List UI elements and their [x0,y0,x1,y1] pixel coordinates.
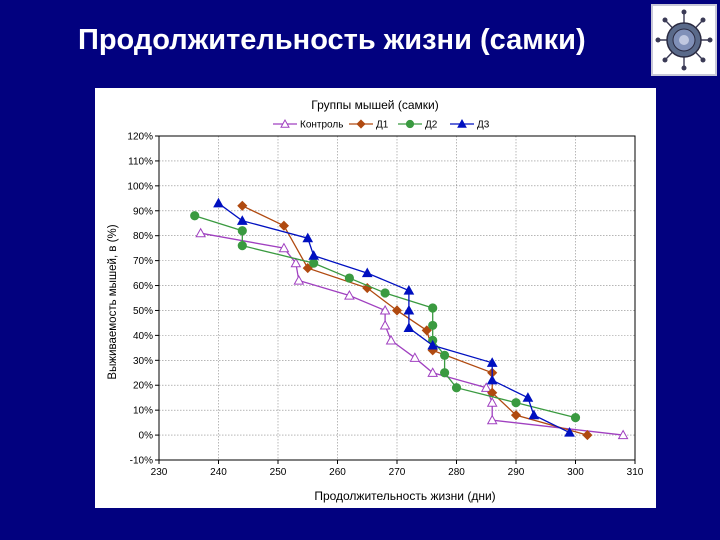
data-point [237,226,247,236]
slide-title: Продолжительность жизни (самки) [78,24,586,56]
data-point [486,414,498,425]
series-2 [237,200,593,441]
data-point [344,273,354,283]
y-tick-label: 20% [133,381,153,392]
y-tick-label: 0% [139,431,154,442]
chart-grid [158,135,636,461]
y-tick-label: 60% [133,281,153,292]
x-tick-label: 230 [151,467,168,478]
x-tick-label: 300 [567,467,584,478]
y-tick-label: 100% [127,181,153,192]
data-point [451,383,462,393]
x-axis-label: Продолжительность жизни (дни) [314,489,495,503]
data-point [511,398,521,408]
y-tick-label: 30% [133,356,153,367]
data-point [428,303,438,313]
data-point [427,367,439,377]
data-point [213,197,224,208]
data-point [480,382,492,392]
data-point [403,304,415,315]
data-point [564,427,575,437]
x-tick-label: 250 [270,467,287,478]
series-1 [195,227,629,440]
legend-swatch-marker [280,118,290,128]
legend-label: Д2 [425,120,438,131]
data-point [403,284,415,295]
data-point [428,320,438,331]
y-tick-label: -10% [130,456,153,467]
y-tick-label: 110% [128,156,153,167]
data-point [278,242,290,253]
legend-label: Контроль [300,120,343,131]
chart-title: Группы мышей (самки) [311,98,438,112]
data-point [190,211,200,221]
data-point [582,430,593,441]
y-tick-label: 90% [133,206,153,217]
legend-item: Д1 [349,119,389,131]
data-point [237,200,248,211]
chart-axes: -10% 0% 10% 20% 30% 40% 50% 60% 70% 80% 90% 100% 110… [127,132,643,479]
legend-swatch-marker [457,118,467,128]
x-tick-label: 240 [210,467,227,478]
data-point [361,267,373,278]
data-point [195,227,206,238]
virus-emblem-icon [651,4,717,76]
chart-series [190,197,629,441]
data-point [379,304,391,315]
data-point [236,215,248,225]
data-point [427,339,439,350]
data-point [528,409,540,420]
legend-label: Д3 [477,120,490,131]
data-point [309,258,319,268]
series-line [200,232,624,436]
data-point [380,288,390,298]
series-line [242,205,588,436]
x-tick-label: 290 [508,467,525,478]
survival-chart: Группы мышей (самки) Контроль Д1 Д2 Д3 -10%… [95,88,656,508]
x-tick-label: 270 [389,467,406,478]
y-tick-label: 10% [133,406,153,417]
data-point [379,319,391,330]
data-point [486,374,498,385]
data-point [486,397,498,407]
series-3 [190,211,581,423]
data-point [522,392,534,402]
data-point [385,334,397,345]
data-point [278,220,290,231]
legend-item: Контроль [273,118,343,131]
chart-legend: Контроль Д1 Д2 Д3 [273,118,490,131]
legend-item: Д3 [450,118,490,131]
legend-swatch-marker [405,119,415,129]
survival-chart-svg: Группы мышей (самки) Контроль Д1 Д2 Д3 -10%… [107,98,644,503]
data-point [439,368,450,378]
data-point [237,241,247,251]
data-point [344,289,355,300]
y-tick-label: 40% [133,331,153,342]
data-point [308,250,320,260]
y-tick-label: 50% [133,306,153,317]
data-point [302,232,314,243]
x-tick-label: 310 [627,467,644,478]
data-point [391,305,403,316]
legend-swatch-marker [356,119,366,129]
y-tick-label: 70% [133,256,153,267]
series-4 [213,197,575,437]
y-tick-label: 120% [127,132,153,143]
data-point [439,350,450,360]
y-axis-label: Выживаемость мышей, в (%) [107,224,119,379]
data-point [409,352,421,362]
legend-item: Д2 [398,120,438,131]
data-point [510,410,522,421]
data-point [570,413,581,423]
legend-label: Д1 [376,120,389,131]
data-point [617,429,629,440]
y-tick-label: 80% [133,231,153,242]
data-point [403,322,415,333]
data-point [290,257,302,268]
x-tick-label: 260 [329,467,346,478]
x-tick-label: 280 [448,467,465,478]
data-point [293,275,305,285]
data-point [486,357,498,367]
